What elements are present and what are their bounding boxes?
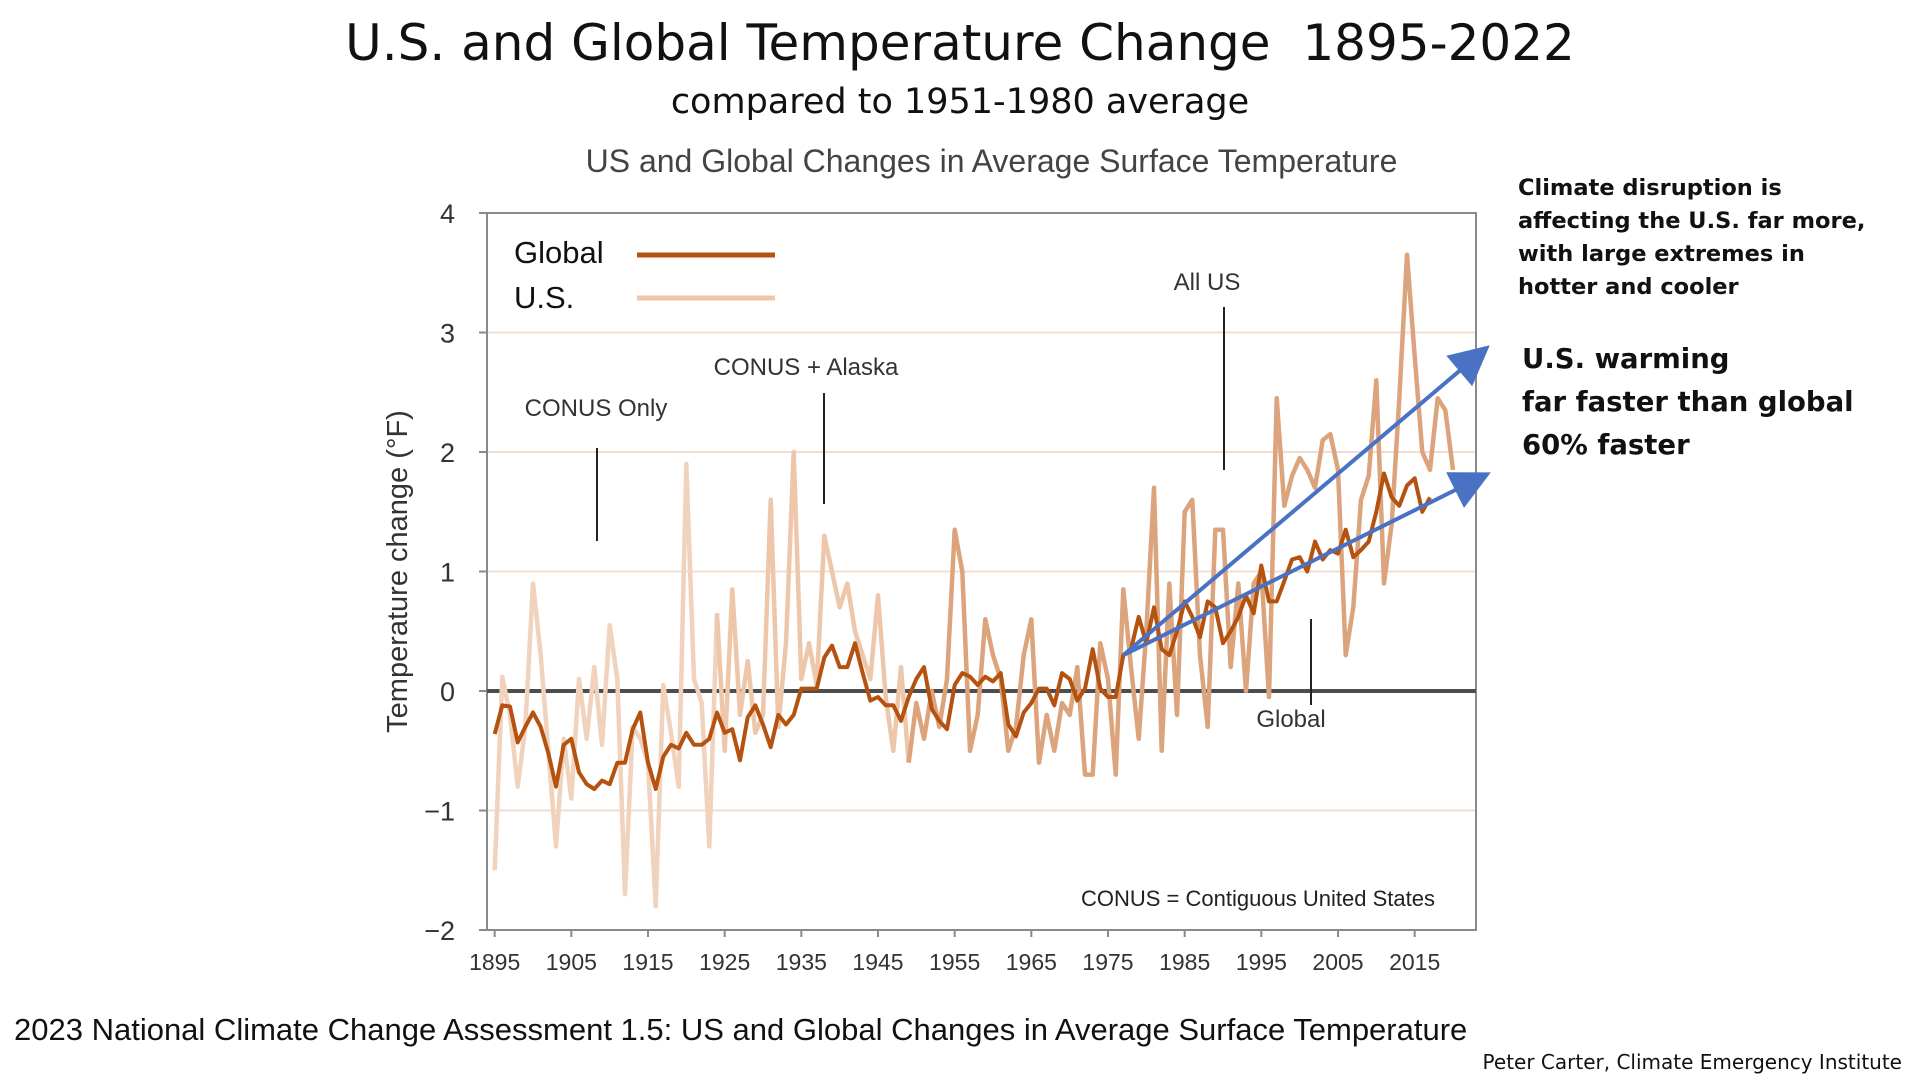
x-tick-label: 2015 <box>1389 949 1440 975</box>
annotation-conus-alaska: CONUS + Alaska <box>714 354 899 381</box>
x-tick-label: 1915 <box>622 949 673 975</box>
x-tick-label: 1945 <box>852 949 903 975</box>
trend-arrow <box>1122 345 1490 657</box>
annotation-conus-definition: CONUS = Contiguous United States <box>1081 886 1435 911</box>
annotation-all-us: All US <box>1174 269 1241 296</box>
y-tick-label: −1 <box>424 797 455 827</box>
series-us-line <box>714 449 911 763</box>
source-caption: 2023 National Climate Change Assessment … <box>14 1012 1468 1047</box>
note-disruption-line: with large extremes in <box>1518 241 1805 267</box>
credit-line: Peter Carter, Climate Emergency Institut… <box>1482 1050 1902 1074</box>
y-tick-label: 0 <box>440 677 455 707</box>
y-tick-label: 4 <box>440 199 455 229</box>
note-warming-line: U.S. warming <box>1522 343 1730 375</box>
legend-label-global: Global <box>514 235 604 270</box>
chart-title: US and Global Changes in Average Surface… <box>586 143 1398 179</box>
x-tick-label: 1965 <box>1006 949 1057 975</box>
y-axis-label: Temperature change (°F) <box>382 410 414 733</box>
y-tick-label: 3 <box>440 319 455 349</box>
x-tick-label: 1995 <box>1236 949 1287 975</box>
note-disruption-line: Climate disruption is <box>1518 175 1782 201</box>
note-warming-line: far faster than global <box>1522 386 1854 418</box>
trend-arrow <box>1122 472 1491 657</box>
page-subtitle: compared to 1951-1980 average <box>670 82 1250 122</box>
legend-label-us: U.S. <box>514 280 574 315</box>
x-tick-label: 1985 <box>1159 949 1210 975</box>
x-tick-label: 1955 <box>929 949 980 975</box>
series-us-line <box>492 461 720 909</box>
note-warming-line: 60% faster <box>1522 429 1690 461</box>
note-us-warming: U.S. warming far faster than global 60% … <box>1522 338 1912 467</box>
x-tick-label: 1935 <box>776 949 827 975</box>
x-tick-label: 1895 <box>469 949 520 975</box>
page-title: U.S. and Global Temperature Change 1895-… <box>345 14 1575 72</box>
y-tick-label: 2 <box>440 438 455 468</box>
y-tick-label: 1 <box>440 558 455 588</box>
annotation-global: Global <box>1256 706 1325 733</box>
note-disruption-line: affecting the U.S. far more, <box>1518 208 1866 234</box>
annotation-conus-only: CONUS Only <box>525 395 668 422</box>
x-tick-label: 1905 <box>546 949 597 975</box>
note-climate-disruption: Climate disruption is affecting the U.S.… <box>1518 172 1908 304</box>
x-tick-label: 2005 <box>1312 949 1363 975</box>
y-tick-label: −2 <box>424 916 455 946</box>
note-disruption-line: hotter and cooler <box>1518 274 1739 300</box>
series-global-line <box>492 471 1432 791</box>
x-tick-label: 1975 <box>1082 949 1133 975</box>
x-tick-label: 1925 <box>699 949 750 975</box>
